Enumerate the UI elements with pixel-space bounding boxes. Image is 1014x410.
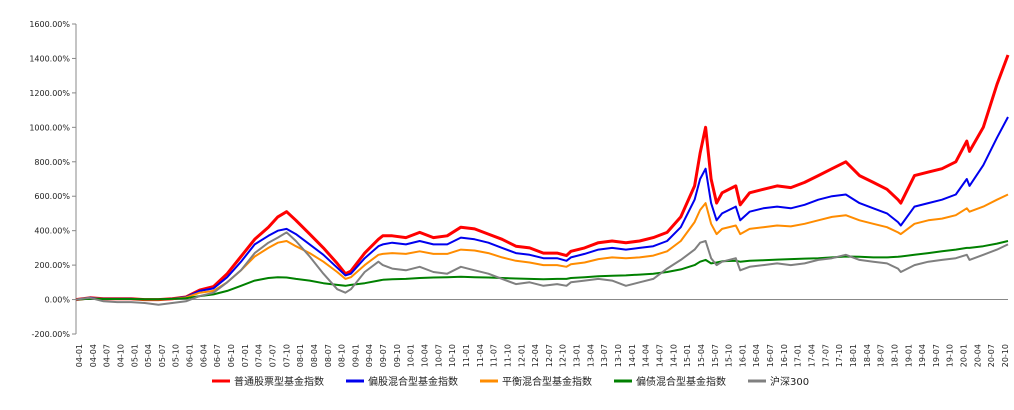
legend-label: 沪深300	[770, 375, 809, 388]
x-tick-label: 10-10	[448, 344, 457, 367]
x-tick-label: 17-07	[821, 344, 830, 367]
series-line-5	[75, 231, 1009, 306]
x-tick-label: 16-07	[766, 344, 775, 367]
x-tick-label: 06-10	[227, 344, 236, 367]
x-tick-label: 18-07	[877, 344, 886, 367]
x-tick-label: 14-07	[655, 344, 664, 367]
x-tick-label: 16-04	[752, 344, 761, 367]
x-tick-label: 04-10	[116, 344, 125, 367]
x-tick-label: 15-01	[683, 344, 692, 367]
y-tick-label: 1200.00%	[29, 89, 70, 98]
x-tick-label: 08-07	[324, 344, 333, 367]
x-tick-label: 15-07	[711, 344, 720, 367]
x-tick-label: 13-07	[600, 344, 609, 367]
x-tick-label: 11-10	[503, 344, 512, 367]
x-tick-label: 07-01	[241, 344, 250, 367]
x-tick-label: 12-07	[545, 344, 554, 367]
x-tick-label: 05-04	[144, 344, 153, 367]
x-tick-label: 11-04	[476, 344, 485, 367]
x-tick-label: 09-10	[393, 344, 402, 367]
x-tick-label: 05-07	[158, 344, 167, 367]
series-line-4	[75, 240, 1009, 301]
x-tick-label: 05-01	[130, 344, 139, 367]
x-tick-label: 12-01	[517, 344, 526, 367]
x-tick-label: 12-10	[559, 344, 568, 367]
x-tick-label: 10-01	[407, 344, 416, 367]
x-tick-label: 10-07	[434, 344, 443, 367]
x-tick-label: 19-10	[946, 344, 955, 367]
x-tick-label: 08-04	[310, 344, 319, 367]
legend-label: 偏债混合型基金指数	[636, 375, 726, 388]
x-tick-label: 15-10	[725, 344, 734, 367]
x-tick-label: 11-01	[462, 344, 471, 367]
x-tick-label: 09-07	[379, 344, 388, 367]
x-tick-label: 04-07	[103, 344, 112, 367]
x-tick-label: 18-04	[863, 344, 872, 367]
series-line-3	[75, 193, 1009, 301]
x-tick-label: 09-04	[365, 344, 374, 367]
y-tick-label: 600.00%	[34, 192, 70, 201]
y-tick-label: 400.00%	[34, 227, 70, 236]
x-tick-label: 07-10	[282, 344, 291, 367]
x-tick-label: 04-04	[89, 344, 98, 367]
x-tick-label: 13-10	[614, 344, 623, 367]
legend-label: 普通股票型基金指数	[234, 375, 324, 388]
x-tick-label: 11-07	[490, 344, 499, 367]
y-tick-label: 0.00%	[45, 296, 71, 305]
plot-area	[75, 54, 1010, 306]
legend-label: 偏股混合型基金指数	[368, 375, 458, 388]
x-tick-label: 13-01	[573, 344, 582, 367]
series-line-2	[75, 116, 1009, 301]
x-axis: 04-01 04-04 04-07 04-10 05-01 05-04 05-07 05-10…	[75, 299, 1010, 367]
x-tick-label: 14-10	[669, 344, 678, 367]
x-tick-label: 17-10	[835, 344, 844, 367]
series-line-1	[75, 54, 1010, 302]
x-tick-label: 08-01	[296, 344, 305, 367]
y-tick-label: 1600.00%	[29, 20, 70, 29]
x-tick-label: 17-01	[794, 344, 803, 367]
x-tick-label: 15-04	[697, 344, 706, 367]
y-tick-label: 800.00%	[34, 158, 70, 167]
x-tick-label: 13-04	[586, 344, 595, 367]
x-tick-label: 19-01	[904, 344, 913, 367]
legend-label: 平衡混合型基金指数	[502, 375, 592, 388]
y-tick-label: 1400.00%	[29, 54, 70, 63]
x-tick-label: 18-10	[890, 344, 899, 367]
x-tick-label: 20-04	[973, 344, 982, 367]
x-tick-label: 20-10	[1001, 344, 1010, 367]
x-tick-label: 19-04	[918, 344, 927, 367]
x-tick-label: 20-01	[960, 344, 969, 367]
x-tick-label: 06-04	[199, 344, 208, 367]
x-tick-label: 07-07	[268, 344, 277, 367]
x-tick-label: 06-07	[213, 344, 222, 367]
x-tick-label: 18-01	[849, 344, 858, 367]
y-tick-label: 1000.00%	[29, 123, 70, 132]
x-tick-label: 09-01	[351, 344, 360, 367]
x-tick-label: 07-04	[255, 344, 264, 367]
x-tick-label: 20-07	[987, 344, 996, 367]
legend: 普通股票型基金指数 偏股混合型基金指数 平衡混合型基金指数 偏债混合型基金指数 沪深30…	[212, 375, 809, 388]
x-tick-label: 05-10	[172, 344, 181, 367]
x-tick-label: 14-01	[628, 344, 637, 367]
x-tick-label: 04-01	[75, 344, 84, 367]
y-axis: -200.00% 0.00% 200.00% 400.00% 600.00% 800.00…	[29, 20, 77, 339]
y-tick-label: 200.00%	[34, 261, 70, 270]
x-tick-label: 16-01	[738, 344, 747, 367]
x-tick-label: 06-01	[186, 344, 195, 367]
x-tick-label: 19-07	[932, 344, 941, 367]
x-tick-label: 08-10	[338, 344, 347, 367]
x-tick-label: 12-04	[531, 344, 540, 367]
x-tick-label: 17-04	[808, 344, 817, 367]
x-tick-label: 10-04	[421, 344, 430, 367]
x-tick-label: 14-04	[642, 344, 651, 367]
x-tick-label: 16-10	[780, 344, 789, 367]
y-tick-label: -200.00%	[32, 330, 71, 339]
